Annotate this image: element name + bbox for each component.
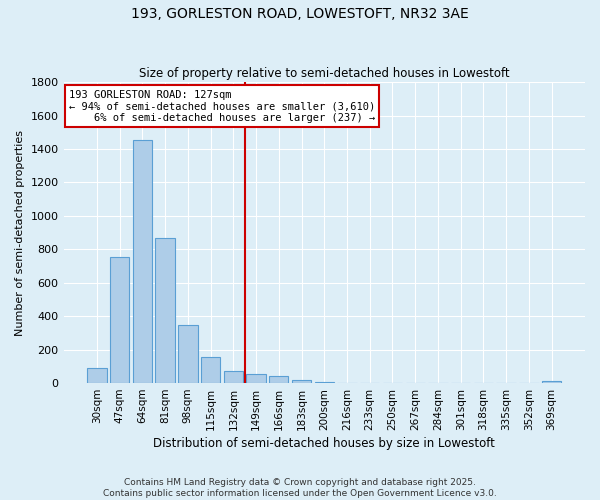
Bar (178, 324, 197, 383)
Title: Size of property relative to semi-detached houses in Lowestoft: Size of property relative to semi-detach… (139, 66, 509, 80)
Bar (155, 238, 175, 383)
Bar (247, 374, 266, 383)
Bar (133, 140, 152, 383)
Bar (224, 370, 243, 383)
Bar (110, 257, 130, 383)
Text: 193 GORLESTON ROAD: 127sqm
← 94% of semi-detached houses are smaller (3,610)
   : 193 GORLESTON ROAD: 127sqm ← 94% of semi… (69, 90, 375, 123)
Bar (292, 380, 311, 383)
Text: 193, GORLESTON ROAD, LOWESTOFT, NR32 3AE: 193, GORLESTON ROAD, LOWESTOFT, NR32 3AE (131, 8, 469, 22)
Bar (542, 382, 561, 383)
Bar (269, 376, 289, 383)
Text: Contains HM Land Registry data © Crown copyright and database right 2025.
Contai: Contains HM Land Registry data © Crown c… (103, 478, 497, 498)
X-axis label: Distribution of semi-detached houses by size in Lowestoft: Distribution of semi-detached houses by … (154, 437, 495, 450)
Bar (201, 357, 220, 383)
Bar (87, 368, 107, 383)
Bar (314, 382, 334, 383)
Y-axis label: Number of semi-detached properties: Number of semi-detached properties (15, 130, 25, 336)
Bar (337, 382, 356, 383)
